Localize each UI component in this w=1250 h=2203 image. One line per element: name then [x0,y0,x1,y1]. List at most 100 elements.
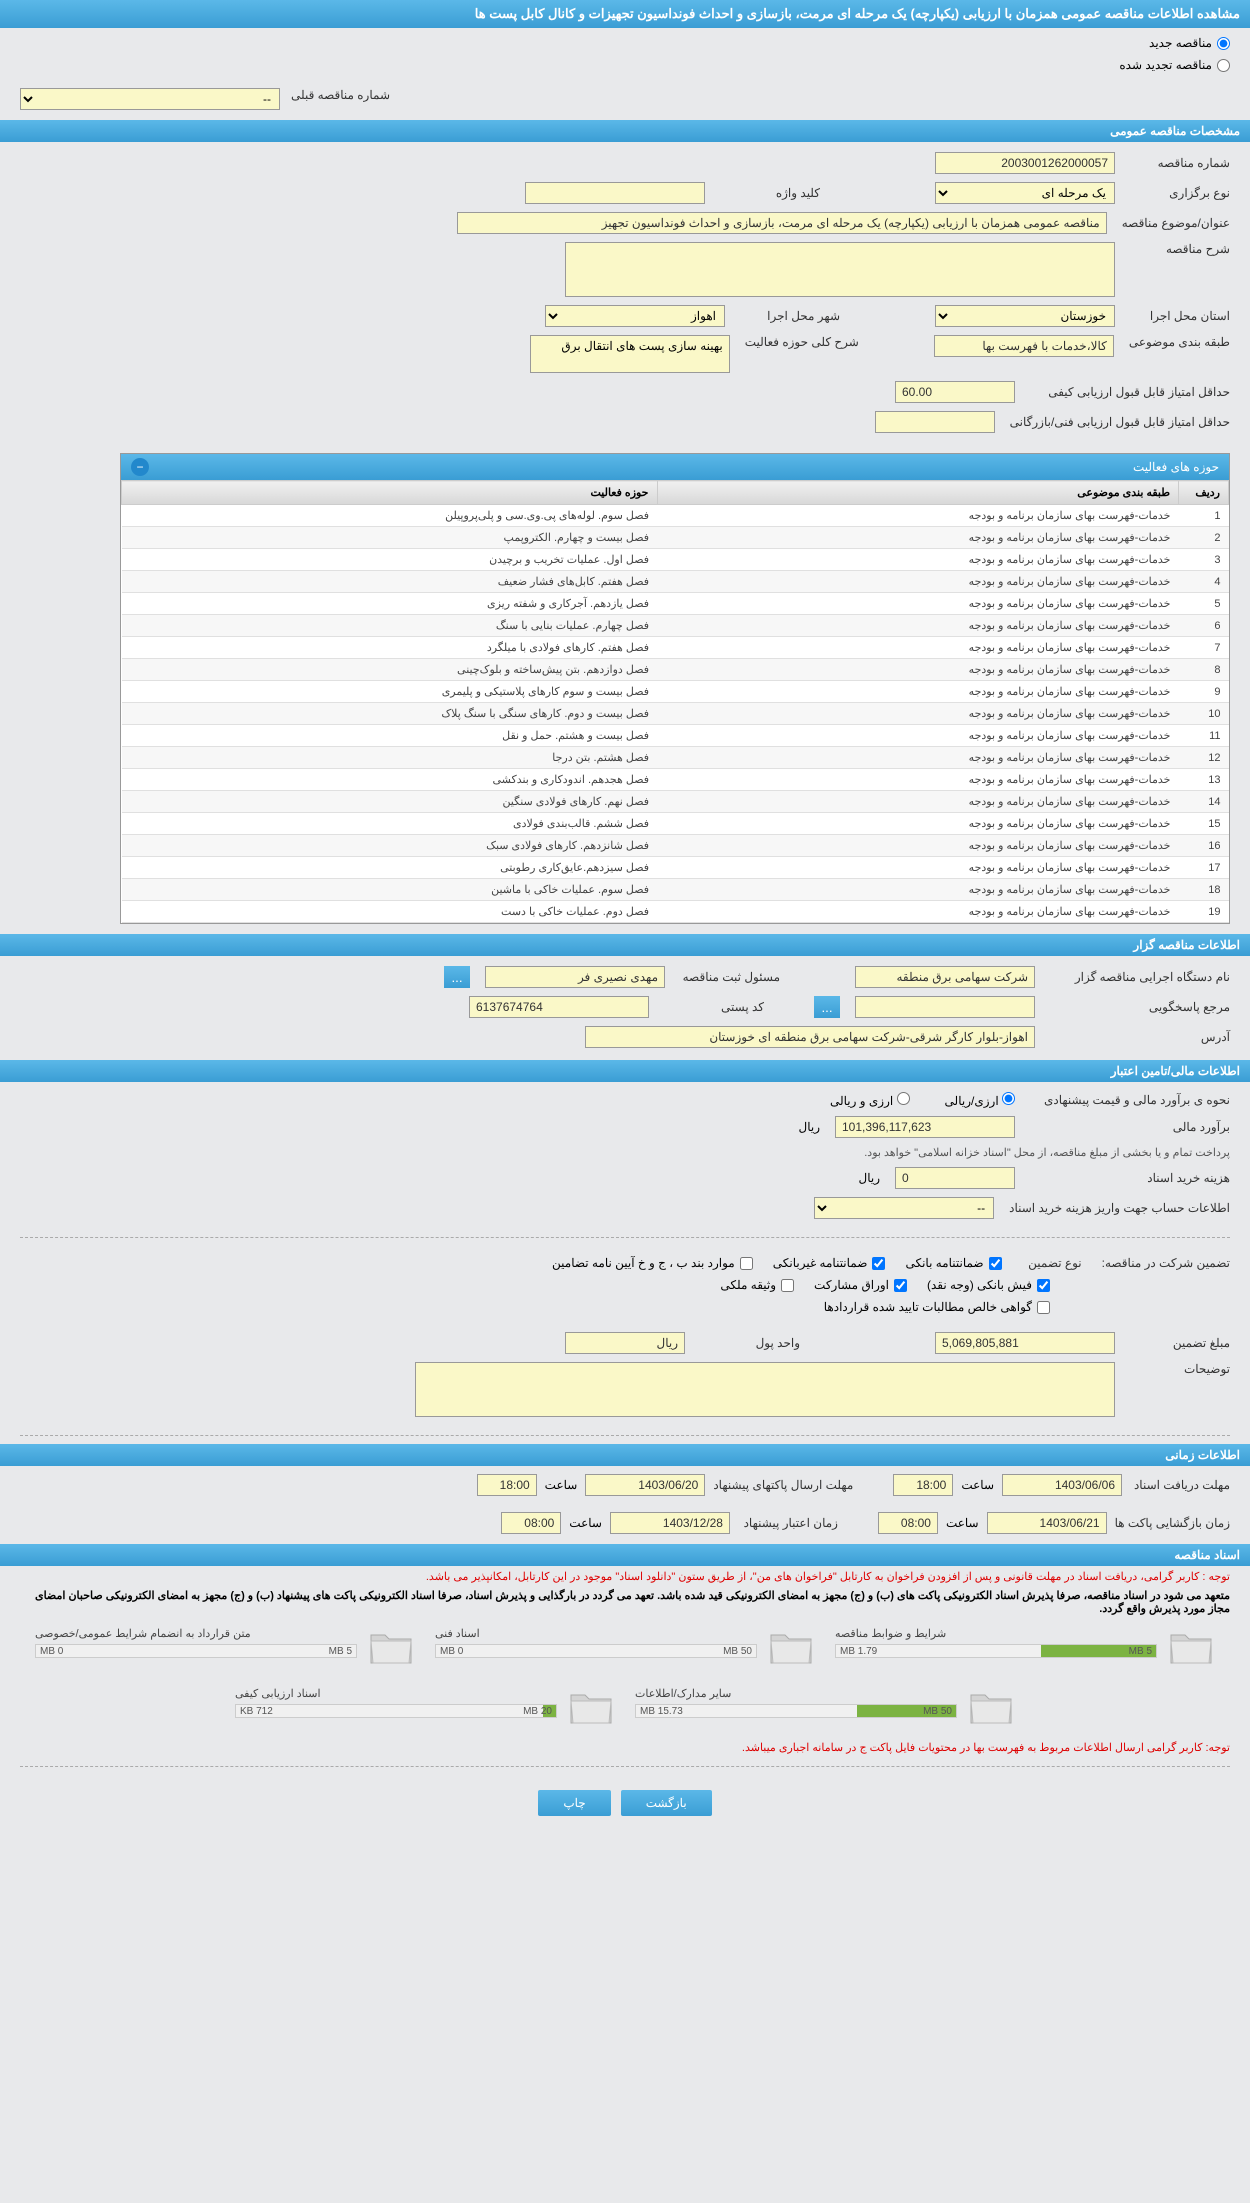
doc-item[interactable]: اسناد فنی 50 MB 0 MB [435,1627,815,1667]
province-select[interactable]: خوزستان [935,305,1115,327]
table-row: 10خدمات-فهرست بهای سازمان برنامه و بودجه… [122,703,1229,725]
registrar-lookup-button[interactable]: ... [444,966,470,988]
doc-item[interactable]: اسناد ارزیابی کیفی 20 MB 712 KB [235,1687,615,1727]
progress-bar: 50 MB 0 MB [435,1644,757,1658]
separator-3 [20,1766,1230,1767]
table-row: 7خدمات-فهرست بهای سازمان برنامه و بودجهف… [122,637,1229,659]
chk-bank[interactable]: ضمانتنامه بانکی [905,1256,1001,1270]
section-org: اطلاعات مناقصه گزار [0,934,1250,956]
estimate-method-label: نحوه ی برآورد مالی و قیمت پیشنهادی [1030,1093,1230,1107]
progress-total: 5 MB [1129,1646,1152,1657]
guarantee-form: تضمین شرکت در مناقصه: نوع تضمین ضمانتنام… [0,1246,1250,1427]
min-tech-input[interactable] [875,411,995,433]
account-label: اطلاعات حساب جهت واریز هزینه خرید اسناد [1009,1201,1230,1215]
separator [20,1237,1230,1238]
radio-currency[interactable]: ارزی و ریالی [830,1092,910,1108]
print-button[interactable]: چاپ [538,1790,610,1816]
postal-input[interactable] [469,996,649,1018]
doc-fee-input[interactable] [895,1167,1015,1189]
radio-renewed[interactable]: مناقصه تجدید شده [1119,58,1230,72]
table-row: 4خدمات-فهرست بهای سازمان برنامه و بودجهف… [122,571,1229,593]
docs-note-1: توجه : کاربر گرامی، دریافت اسناد در مهلت… [0,1566,1250,1587]
chk-cash[interactable]: فیش بانکی (وجه نقد) [927,1278,1050,1292]
finance-form: نحوه ی برآورد مالی و قیمت پیشنهادی ارزی/… [0,1082,1250,1229]
send-label: مهلت ارسال پاکتهای پیشنهاد [713,1478,853,1492]
registrar-input[interactable] [485,966,665,988]
desc-label: شرح مناقصه [1130,242,1230,256]
progress-bar: 5 MB 1.79 MB [835,1644,1157,1658]
table-row: 8خدمات-فهرست بهای سازمان برنامه و بودجهف… [122,659,1229,681]
category-input[interactable] [934,335,1114,357]
table-row: 18خدمات-فهرست بهای سازمان برنامه و بودجه… [122,879,1229,901]
treasury-note: پرداخت تمام و یا بخشی از مبلغ مناقصه، از… [864,1146,1230,1159]
timing-row-1: مهلت دریافت اسناد ساعت مهلت ارسال پاکتها… [0,1466,1250,1504]
address-input[interactable] [585,1026,1035,1048]
progress-used: 15.73 MB [640,1706,683,1717]
table-row: 2خدمات-فهرست بهای سازمان برنامه و بودجهف… [122,527,1229,549]
progress-total: 5 MB [329,1646,352,1657]
account-select[interactable]: -- [814,1197,994,1219]
progress-used: 712 KB [240,1706,273,1717]
chk-items[interactable]: موارد بند ب ، ج و خ آیین نامه تضامین [552,1256,753,1270]
desc-textarea[interactable] [565,242,1115,297]
subject-input[interactable] [457,212,1107,234]
doc-item[interactable]: متن قرارداد به انضمام شرایط عمومی/خصوصی … [35,1627,415,1667]
radio-new[interactable]: مناقصه جدید [1149,36,1230,50]
tender-type-radios-2: مناقصه تجدید شده [0,58,1250,80]
validity-date[interactable] [610,1512,730,1534]
money-unit-input[interactable] [565,1332,685,1354]
table-row: 19خدمات-فهرست بهای سازمان برنامه و بودجه… [122,901,1229,923]
chk-deed[interactable]: وثیقه ملکی [720,1278,794,1292]
province-label: استان محل اجرا [1130,309,1230,323]
chk-nonbank[interactable]: ضمانتنامه غیربانکی [773,1256,886,1270]
folder-icon [1167,1627,1215,1667]
table-row: 13خدمات-فهرست بهای سازمان برنامه و بودجه… [122,769,1229,791]
table-row: 15خدمات-فهرست بهای سازمان برنامه و بودجه… [122,813,1229,835]
type-select[interactable]: یک مرحله ای [935,182,1115,204]
table-row: 1خدمات-فهرست بهای سازمان برنامه و بودجهف… [122,505,1229,527]
subject-label: عنوان/موضوع مناقصه [1122,216,1230,230]
tender-number-label: شماره مناقصه [1130,156,1230,170]
prev-number-label: شماره مناقصه قبلی [290,88,390,110]
validity-time[interactable] [501,1512,561,1534]
back-button[interactable]: بازگشت [621,1790,712,1816]
doc-item[interactable]: شرایط و ضوابط مناقصه 5 MB 1.79 MB [835,1627,1215,1667]
progress-total: 20 MB [523,1706,552,1717]
activity-summary-textarea[interactable] [530,335,730,373]
section-docs: اسناد مناقصه [0,1544,1250,1566]
radio-rial[interactable]: ارزی/ریالی [945,1092,1015,1108]
time-label: ساعت [961,1478,994,1492]
guarantee-amount-input[interactable] [935,1332,1115,1354]
estimate-label: برآورد مالی [1030,1120,1230,1134]
doc-title: شرایط و ضوابط مناقصه [835,1627,1157,1640]
receive-time[interactable] [893,1474,953,1496]
notes-label: توضیحات [1130,1362,1230,1376]
city-select[interactable]: اهواز [545,305,725,327]
responder-lookup-button: ... [814,996,840,1018]
table-row: 11خدمات-فهرست بهای سازمان برنامه و بودجه… [122,725,1229,747]
send-time[interactable] [477,1474,537,1496]
responder-input[interactable] [855,996,1035,1018]
chk-claims[interactable]: گواهی خالص مطالبات تایید شده قراردادها [824,1300,1050,1314]
category-label: طبقه بندی موضوعی [1129,335,1230,349]
exec-input[interactable] [855,966,1035,988]
send-date[interactable] [585,1474,705,1496]
min-quality-input[interactable] [895,381,1015,403]
open-time[interactable] [878,1512,938,1534]
progress-total: 50 MB [723,1646,752,1657]
table-row: 14خدمات-فهرست بهای سازمان برنامه و بودجه… [122,791,1229,813]
doc-item[interactable]: سایر مدارک/اطلاعات 50 MB 15.73 MB [635,1687,1015,1727]
collapse-icon[interactable]: − [131,458,149,476]
folder-icon [967,1687,1015,1727]
estimate-input[interactable] [835,1116,1015,1138]
keyword-input[interactable] [525,182,705,204]
receive-date[interactable] [1002,1474,1122,1496]
table-row: 16خدمات-فهرست بهای سازمان برنامه و بودجه… [122,835,1229,857]
table-row: 3خدمات-فهرست بهای سازمان برنامه و بودجهف… [122,549,1229,571]
tender-number-input[interactable] [935,152,1115,174]
chk-bonds[interactable]: اوراق مشارکت [814,1278,907,1292]
prev-number-select[interactable]: -- [20,88,280,110]
activity-table: ردیف طبقه بندی موضوعی حوزه فعالیت 1خدمات… [121,480,1229,923]
notes-textarea[interactable] [415,1362,1115,1417]
open-date[interactable] [987,1512,1107,1534]
